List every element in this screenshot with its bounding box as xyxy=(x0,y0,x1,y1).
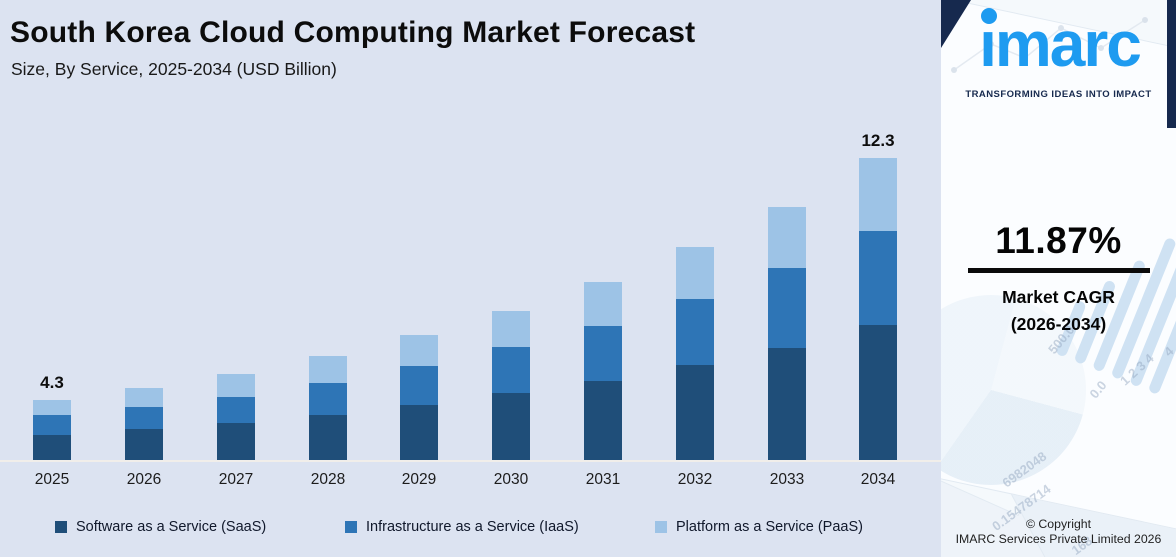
x-tick-2033: 2033 xyxy=(769,471,805,488)
x-axis-line xyxy=(0,460,941,462)
cagr-value: 11.87% xyxy=(995,220,1122,261)
segment-paas-2026 xyxy=(125,388,163,407)
copyright-line1: © Copyright xyxy=(1025,516,1092,531)
edge-accent xyxy=(1167,0,1176,128)
legend-item: Software as a Service (SaaS) xyxy=(55,519,266,535)
segment-paas-2029 xyxy=(400,335,438,366)
segment-iaas-2025 xyxy=(33,415,71,435)
x-tick-2025: 2025 xyxy=(34,471,70,488)
segment-iaas-2026 xyxy=(125,407,163,429)
bar-2032 xyxy=(676,247,714,461)
cagr-label-line2: (2026-2034) xyxy=(1010,314,1107,335)
x-tick-2028: 2028 xyxy=(310,471,346,488)
imarc-tagline: TRANSFORMING IDEAS INTO IMPACT xyxy=(965,89,1152,100)
bar-2028 xyxy=(309,356,347,461)
bar-2034 xyxy=(859,158,897,461)
bar-2030 xyxy=(492,311,530,461)
legend-swatch-paas xyxy=(655,521,667,533)
cagr-label-line1: Market CAGR xyxy=(1002,287,1115,307)
x-tick-2026: 2026 xyxy=(126,471,162,488)
bar-2027 xyxy=(217,374,255,461)
decor-network-lines xyxy=(951,17,1148,73)
data-label-2034: 12.3 xyxy=(861,131,895,150)
page-title: South Korea Cloud Computing Market Forec… xyxy=(10,16,696,49)
segment-iaas-2028 xyxy=(309,383,347,415)
segment-saas-2034 xyxy=(859,325,897,461)
segment-saas-2029 xyxy=(400,405,438,461)
segment-saas-2032 xyxy=(676,365,714,461)
legend-swatch-iaas xyxy=(345,521,357,533)
segment-iaas-2030 xyxy=(492,347,530,393)
page-subtitle: Size, By Service, 2025-2034 (USD Billion… xyxy=(11,59,337,79)
imarc-logo: ımarc xyxy=(941,4,1176,84)
segment-iaas-2027 xyxy=(217,397,255,423)
copyright-line2: IMARC Services Private Limited 2026 xyxy=(955,532,1162,547)
bar-2026 xyxy=(125,388,163,461)
segment-saas-2030 xyxy=(492,393,530,461)
legend-label: Software as a Service (SaaS) xyxy=(76,519,267,535)
segment-paas-2025 xyxy=(33,400,71,415)
segment-paas-2027 xyxy=(217,374,255,397)
legend-item: Platform as a Service (PaaS) xyxy=(655,519,863,535)
segment-saas-2025 xyxy=(33,435,71,461)
segment-paas-2028 xyxy=(309,356,347,383)
x-tick-2027: 2027 xyxy=(218,471,254,488)
segment-paas-2033 xyxy=(768,207,806,268)
segment-iaas-2029 xyxy=(400,366,438,405)
legend-swatch-saas xyxy=(55,521,67,533)
x-tick-2032: 2032 xyxy=(677,471,713,488)
segment-paas-2031 xyxy=(584,282,622,326)
cagr-underline xyxy=(967,268,1150,273)
cagr-block: 11.87% Market CAGR (2026-2034) xyxy=(941,220,1176,338)
segment-paas-2034 xyxy=(859,158,897,231)
segment-saas-2031 xyxy=(584,381,622,461)
segment-iaas-2034 xyxy=(859,231,897,325)
segment-paas-2030 xyxy=(492,311,530,347)
x-tick-2031: 2031 xyxy=(585,471,621,488)
imarc-logo-text: ımarc xyxy=(979,8,1142,80)
segment-saas-2027 xyxy=(217,423,255,461)
imarc-logo-dot-icon xyxy=(981,8,998,24)
cagr-label: Market CAGR (2026-2034) xyxy=(941,284,1176,338)
x-tick-2034: 2034 xyxy=(860,471,896,488)
x-tick-2030: 2030 xyxy=(493,471,529,488)
bar-2031 xyxy=(584,282,622,461)
bar-2033 xyxy=(768,207,806,461)
segment-saas-2026 xyxy=(125,429,163,461)
brand-panel: 500.0 0.0 1 2 3 4 4 6982048 0.15478714 168 ıma… xyxy=(941,0,1176,557)
legend-label: Platform as a Service (PaaS) xyxy=(676,519,863,535)
bar-2025 xyxy=(33,400,71,461)
segment-iaas-2032 xyxy=(676,299,714,365)
data-label-2025: 4.3 xyxy=(40,373,64,392)
segment-iaas-2033 xyxy=(768,268,806,348)
segment-saas-2033 xyxy=(768,348,806,461)
segment-saas-2028 xyxy=(309,415,347,461)
copyright: © Copyright IMARC Services Private Limit… xyxy=(941,517,1176,548)
segment-iaas-2031 xyxy=(584,326,622,381)
chart-area: South Korea Cloud Computing Market Forec… xyxy=(0,0,941,557)
legend-item: Infrastructure as a Service (IaaS) xyxy=(345,519,579,535)
segment-paas-2032 xyxy=(676,247,714,299)
legend-label: Infrastructure as a Service (IaaS) xyxy=(366,519,579,535)
x-tick-2029: 2029 xyxy=(401,471,437,488)
bar-2029 xyxy=(400,335,438,461)
